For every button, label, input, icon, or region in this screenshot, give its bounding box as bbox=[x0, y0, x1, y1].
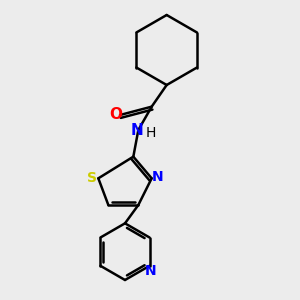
Text: N: N bbox=[144, 264, 156, 278]
Text: H: H bbox=[146, 126, 156, 140]
Text: S: S bbox=[87, 171, 97, 185]
Text: O: O bbox=[109, 107, 122, 122]
Text: N: N bbox=[130, 122, 143, 137]
Text: N: N bbox=[152, 170, 164, 184]
